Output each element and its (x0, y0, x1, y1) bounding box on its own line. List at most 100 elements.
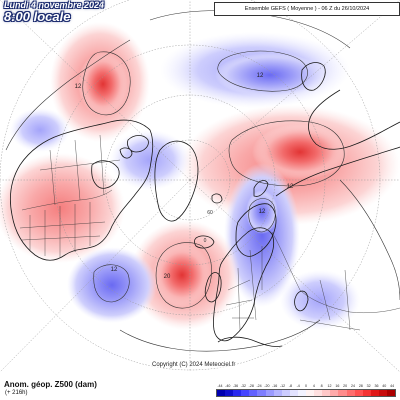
colorbar-tick-labels: -44 -40 -36 -32 -28 -24 -20 -16 -12 -8 -4 0 4 8 12 16 20… (216, 383, 396, 389)
colorbar-swatch (370, 390, 379, 396)
colorbar-swatch (386, 390, 396, 396)
anomaly-shading (0, 22, 400, 330)
isoline-atlantic-neg (93, 264, 130, 303)
coastlines (10, 62, 400, 347)
grid-label-0: 0 (204, 238, 207, 244)
negative-anomaly-atlantic (67, 247, 157, 323)
positive-anomaly-north-atlantic-core (152, 243, 212, 307)
colorbar: -44 -40 -36 -32 -28 -24 -20 -16 -12 -8 -4 0 4 8 12 16 20… (216, 383, 396, 399)
russia-border (271, 231, 400, 313)
isoline-alaska (82, 51, 131, 116)
valid-time-header: Lundi 4 novembre 2024 8:00 locale (4, 0, 105, 25)
colorbar-tick: -12 (279, 384, 286, 388)
us-state-grid (19, 202, 106, 258)
colorbar-swatch (281, 390, 290, 396)
asia-arctic-coast (275, 146, 400, 197)
colorbar-swatch (241, 390, 250, 396)
greenland (154, 140, 199, 222)
mediterranean (217, 336, 283, 347)
north-america-coast (10, 119, 154, 261)
negative-anomaly-east-siberian-core (215, 53, 325, 97)
canadian-archipelago (119, 135, 149, 159)
kamchatka (301, 62, 326, 91)
colorbar-tick: 12 (327, 384, 332, 388)
isoline-ural (248, 198, 276, 233)
colorbar-swatch (257, 390, 266, 396)
colorbar-swatch (362, 390, 371, 396)
variable-caption: Anom. géop. Z500 (dam) (+ 216h) (4, 380, 97, 397)
colorbar-tick: -44 (217, 384, 223, 388)
colorbar-swatch (314, 390, 323, 396)
colorbar-tick: 36 (374, 384, 379, 388)
svalbard (211, 193, 223, 204)
colorbar-swatches (216, 389, 396, 397)
negative-anomaly-central-asia (280, 270, 360, 330)
colorbar-tick: -20 (264, 384, 270, 388)
colorbar-tick: 40 (382, 384, 387, 388)
colorbar-swatch (233, 390, 242, 396)
model-run-box: Ensemble GEFS ( Moyenne ) - 06 Z du 26/1… (214, 2, 400, 16)
copyright-notice: Copyright (C) 2024 Meteociel.fr (150, 362, 238, 368)
british-isles (204, 272, 222, 303)
positive-anomaly-siberia-core (252, 124, 348, 180)
colorbar-tick: 44 (390, 384, 395, 388)
colorbar-swatch (378, 390, 387, 396)
colorbar-swatch (338, 390, 347, 396)
asia-east-coast (308, 89, 400, 150)
isoline-label-siberia: 12 (287, 184, 294, 190)
asia-borders (299, 269, 361, 331)
colorbar-tick: -36 (232, 384, 239, 388)
colorbar-tick: -4 (296, 384, 300, 388)
colorbar-swatch (346, 390, 355, 396)
isoline-outer-east (339, 179, 400, 301)
colorbar-tick: -28 (248, 384, 254, 388)
canada-provinces (39, 134, 121, 206)
anomaly-map: 12 12 20 12 12 12 0 60 (0, 0, 400, 372)
graticule (0, 0, 400, 372)
negative-anomaly-canada (10, 108, 70, 152)
colorbar-tick: -40 (225, 384, 231, 388)
colorbar-tick: 8 (320, 384, 323, 388)
isoline-siberia (228, 120, 345, 187)
iceland (194, 235, 215, 249)
positive-anomaly-western-us (0, 153, 125, 263)
colorbar-tick: 24 (350, 384, 355, 388)
colorbar-tick: -24 (256, 384, 262, 388)
caspian-sea (294, 290, 309, 312)
colorbar-tick: 4 (312, 384, 315, 388)
colorbar-tick: 28 (358, 384, 363, 388)
colorbar-tick: 20 (343, 384, 348, 388)
colorbar-tick: 32 (366, 384, 371, 388)
isoline-outer-south (119, 319, 321, 352)
grid-labels: 0 60 (204, 210, 213, 244)
colorbar-swatch (354, 390, 363, 396)
colorbar-tick: -32 (240, 384, 246, 388)
isoline-label-east-siberian: 12 (257, 73, 264, 79)
isoline-label-atlantic-neg: 12 (111, 267, 118, 273)
colorbar-swatch (249, 390, 258, 396)
isoline-label-atlantic-pos: 20 (164, 274, 171, 280)
colorbar-tick: -16 (272, 384, 278, 388)
colorbar-tick: 0 (305, 384, 308, 388)
colorbar-tick: 16 (335, 384, 340, 388)
grid-label-60: 60 (207, 210, 213, 216)
isoline-label-ural: 12 (259, 209, 266, 215)
scandinavia (235, 203, 277, 257)
isoline-labels: 12 12 20 12 12 12 (75, 73, 294, 280)
isoline-label-alaska: 12 (75, 84, 82, 90)
colorbar-tick: -8 (288, 384, 292, 388)
borders (19, 134, 400, 331)
negative-anomaly-greenland (110, 130, 190, 190)
colorbar-swatch (330, 390, 339, 396)
lead-time: (+ 216h) (5, 390, 28, 396)
valid-date: Lundi 4 novembre 2024 (4, 0, 105, 10)
hudson-bay (91, 160, 120, 189)
isoline-east-siberian (217, 50, 308, 92)
colorbar-swatch (225, 390, 234, 396)
europe-borders (225, 246, 263, 331)
colorbar-swatch (273, 390, 282, 396)
colorbar-swatch (306, 390, 315, 396)
colorbar-swatch (217, 390, 226, 396)
valid-hour: 8:00 locale (4, 9, 71, 25)
negative-anomaly-ural (224, 163, 300, 307)
